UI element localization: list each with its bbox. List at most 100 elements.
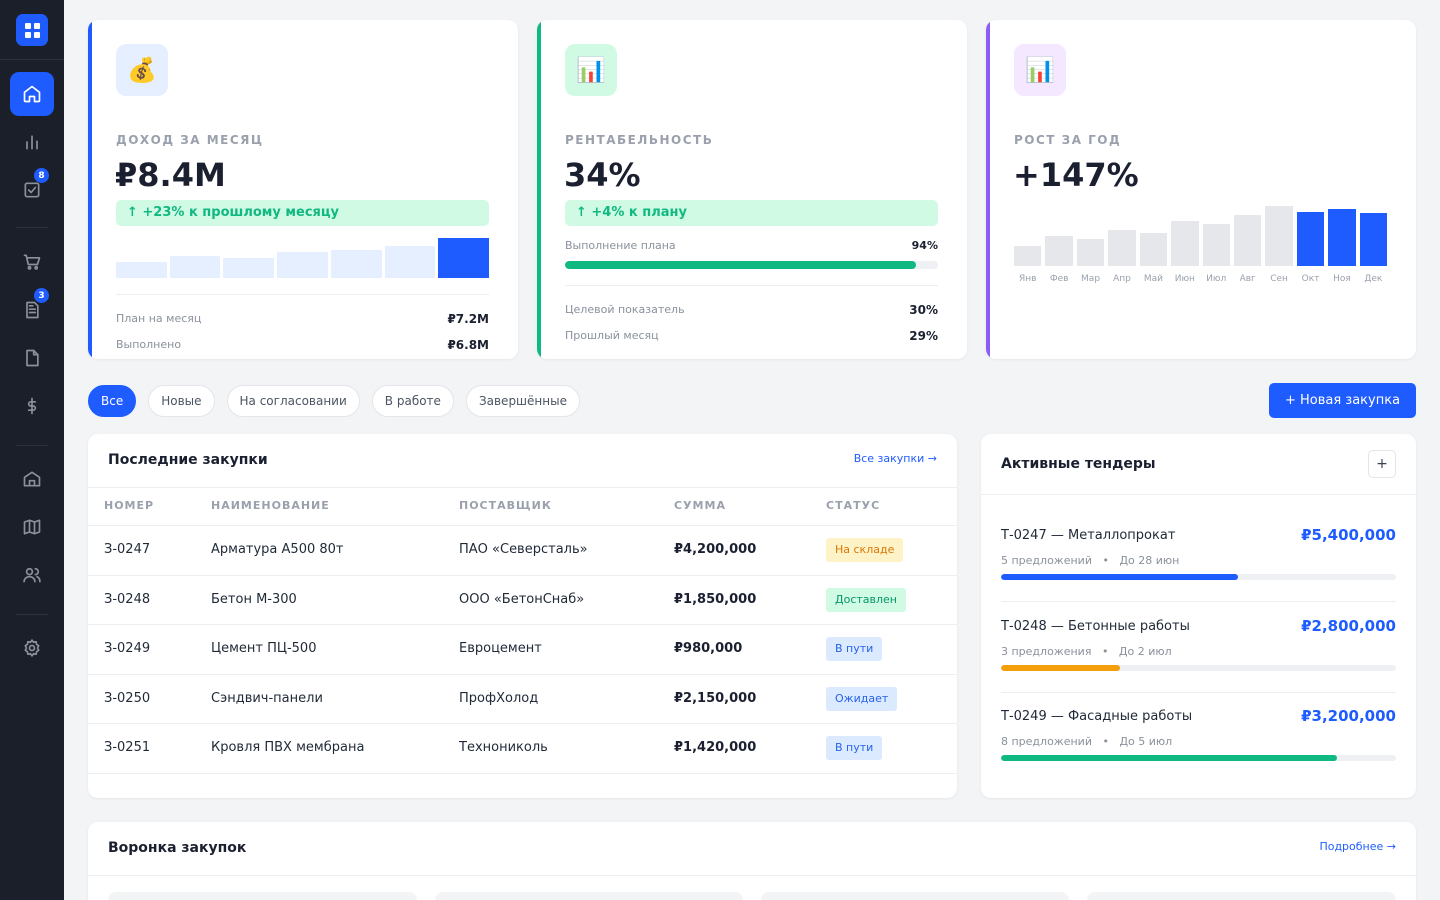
month-label: Июн — [1174, 274, 1195, 284]
column-header[interactable]: ПОСТАВЩИК — [459, 499, 552, 512]
nav-files[interactable] — [10, 336, 54, 380]
panel-title: Активные тендеры — [1001, 456, 1156, 472]
month-label: Фев — [1049, 274, 1069, 284]
month-label: Дек — [1364, 274, 1383, 284]
month-label: Май — [1143, 274, 1163, 284]
nav-tasks[interactable]: 8 — [10, 168, 54, 212]
column-header[interactable]: СУММА — [674, 499, 726, 512]
tender-progress-fill — [1001, 664, 1120, 671]
income-bar — [277, 252, 328, 278]
purchase-sum: ₽4,200,000 — [674, 542, 757, 557]
column-header[interactable]: НАИМЕНОВАНИЕ — [211, 499, 330, 512]
purchase-id: З-0247 — [104, 542, 151, 557]
prev-label: Прошлый месяц — [565, 329, 659, 342]
tender-amount: ₽5,400,000 — [1301, 526, 1396, 544]
table-row[interactable]: З-0251 Кровля ПВХ мембрана Технониколь ₽1,4… — [88, 723, 957, 772]
tender-progress-bar — [1001, 574, 1396, 580]
kpi-label: РОСТ ЗА ГОД — [1014, 133, 1122, 147]
purchase-name: Цемент ПЦ-500 — [211, 641, 317, 656]
month-label: Окт — [1301, 274, 1320, 284]
progress-label: Выполнение плана — [565, 239, 676, 252]
progress-value: 94% — [911, 239, 938, 252]
yearly-growth-chart — [1014, 200, 1388, 266]
divider — [88, 875, 1416, 876]
nav-finance[interactable] — [10, 384, 54, 428]
table-row[interactable]: З-0249 Цемент ПЦ-500 Евроцемент ₽980,000 В п… — [88, 624, 957, 673]
tender-progress-bar — [1001, 755, 1396, 761]
sidebar-divider — [0, 59, 64, 60]
add-tender-button[interactable]: + — [1368, 450, 1396, 478]
nav-analytics[interactable] — [10, 120, 54, 164]
sidebar-divider — [16, 227, 48, 228]
purchase-name: Сэндвич-панели — [211, 690, 323, 706]
kpi-growth-card: 📊 РОСТ ЗА ГОД +147% Янв Фев Мар Апр Май Июн Ию… — [986, 20, 1416, 359]
column-header[interactable]: СТАТУС — [826, 499, 881, 512]
funnel-details-link[interactable]: Подробнее → — [1319, 840, 1396, 853]
divider — [1001, 601, 1396, 602]
status-filters: Все Новые На согласовании В работе Завершённ… — [88, 385, 580, 417]
purchase-id: З-0251 — [104, 740, 151, 755]
purchase-id: З-0249 — [104, 641, 151, 656]
month-bar — [1076, 239, 1105, 266]
panel-title: Воронка закупок — [108, 840, 247, 856]
tender-deadline: До 28 июн — [1119, 554, 1180, 567]
sidebar: 8 3 — [0, 0, 64, 900]
month-label: Мар — [1081, 274, 1101, 284]
all-purchases-link[interactable]: Все закупки → — [853, 452, 937, 465]
table-row[interactable]: З-0248 Бетон М-300 ООО «БетонСнаб» ₽1,850,0… — [88, 574, 957, 624]
tender-meta: 8 предложений • До 5 июл — [1001, 735, 1172, 748]
table-row[interactable]: З-0247 Арматура А500 80т ПАО «Северсталь» ₽… — [88, 525, 957, 574]
month-label: Апр — [1113, 274, 1131, 284]
table-row[interactable]: З-0250 Сэндвич-панели ПрофХолод ₽2,150,000 О… — [88, 673, 957, 723]
month-label: Авг — [1239, 274, 1256, 284]
nav-documents[interactable]: 3 — [10, 288, 54, 332]
sidebar-divider — [16, 614, 48, 615]
plan-value: ₽7.2M — [447, 312, 489, 326]
tender-name: Т-0248 — Бетонные работы — [1001, 618, 1190, 634]
kpi-label: ДОХОД ЗА МЕСЯЦ — [116, 133, 264, 147]
nav-settings[interactable] — [10, 626, 54, 670]
divider — [88, 487, 957, 488]
tasks-icon — [24, 182, 40, 198]
income-bar — [116, 262, 167, 278]
card-accent — [537, 20, 541, 359]
filter-chip[interactable]: Все — [88, 385, 137, 417]
supplier-name: ПАО «Северсталь» — [459, 542, 588, 557]
tender-name: Т-0247 — Металлопрокат — [1001, 528, 1176, 543]
status-badge: Ожидает — [826, 686, 898, 711]
month-bar — [1328, 209, 1356, 266]
tender-meta: 3 предложения • До 2 июл — [1001, 645, 1172, 658]
supplier-name: ПрофХолод — [459, 690, 539, 706]
income-bar — [169, 256, 221, 278]
nav-users[interactable] — [10, 553, 54, 597]
filter-chip[interactable]: На согласовании — [226, 385, 360, 417]
month-label: Июл — [1206, 274, 1227, 284]
plan-label: План на месяц — [116, 312, 202, 325]
change-badge: ↑ +23% к прошлому месяцу — [116, 200, 489, 226]
nav-home[interactable] — [10, 72, 54, 116]
tasks-badge: 8 — [34, 168, 49, 183]
nav-warehouse[interactable] — [10, 457, 54, 501]
tender-offers: 3 предложения — [1001, 644, 1092, 658]
nav-purchases[interactable] — [10, 240, 54, 284]
bar-chart-icon: 📊 — [565, 44, 617, 96]
nav-map[interactable] — [10, 505, 54, 549]
done-row: Выполнено ₽6.8M — [116, 338, 489, 352]
purchase-sum: ₽1,850,000 — [674, 591, 757, 607]
divider — [1001, 691, 1396, 693]
column-header[interactable]: НОМЕР — [104, 499, 155, 512]
purchase-funnel-panel: Воронка закупок Подробнее → — [88, 822, 1416, 900]
progress-fill — [565, 261, 916, 269]
filter-chip[interactable]: Новые — [148, 385, 215, 417]
new-purchase-button[interactable]: + Новая закупка — [1269, 383, 1416, 418]
plan-row: План на месяц ₽7.2M — [116, 312, 489, 326]
recent-purchases-panel: Последние закупки Все закупки → — [88, 434, 957, 798]
funnel-stage-card — [108, 892, 417, 900]
filter-chip[interactable]: В работе — [371, 385, 454, 417]
filter-chip[interactable]: Завершённые — [465, 385, 580, 417]
divider — [116, 294, 489, 295]
month-bar — [1359, 213, 1388, 266]
kpi-value: 34% — [564, 156, 641, 194]
month-label: Сен — [1270, 274, 1288, 284]
app-logo[interactable] — [16, 14, 48, 46]
